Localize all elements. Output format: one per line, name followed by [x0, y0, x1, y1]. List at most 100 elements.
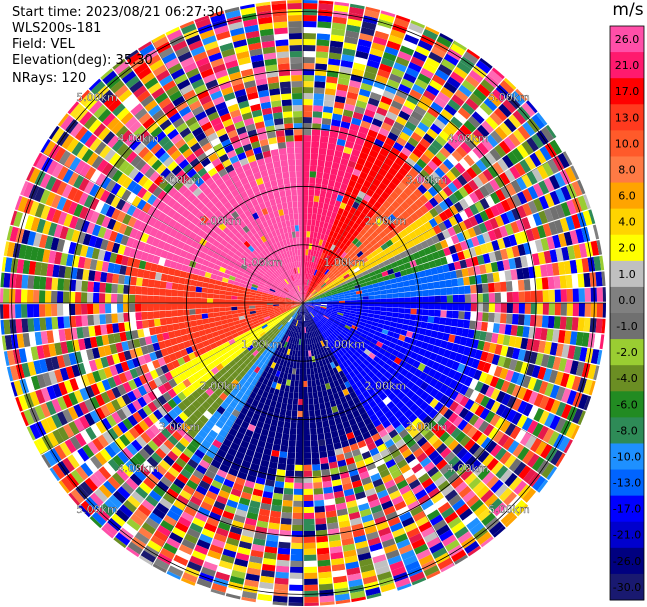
range-gate: [349, 310, 357, 315]
range-gate: [357, 94, 369, 104]
range-gate: [388, 383, 397, 392]
range-gate: [345, 343, 353, 350]
range-gate: [317, 264, 322, 271]
range-gate: [355, 233, 363, 241]
range-gate: [14, 195, 23, 211]
range-gate: [264, 317, 271, 323]
range-gate: [440, 447, 452, 459]
range-gate: [207, 464, 219, 475]
range-gate: [310, 249, 315, 257]
range-gate: [143, 353, 152, 364]
range-gate: [334, 254, 341, 261]
range-gate: [16, 333, 25, 349]
range-gate: [557, 153, 570, 169]
range-gate: [363, 326, 371, 333]
range-gate: [190, 320, 198, 327]
range-gate: [375, 226, 383, 235]
range-gate: [379, 213, 388, 223]
range-gate: [191, 273, 199, 281]
range-gate: [362, 431, 372, 440]
range-gate: [232, 564, 247, 573]
range-gate: [480, 79, 495, 93]
range-gate: [221, 323, 229, 329]
range-gate: [122, 418, 134, 430]
range-gate: [94, 451, 108, 466]
range-gate: [237, 445, 248, 455]
range-gate: [287, 446, 296, 453]
range-gate: [197, 275, 205, 282]
range-gate: [54, 369, 64, 383]
range-gate: [194, 544, 209, 556]
range-gate: [273, 486, 284, 494]
range-gate: [279, 305, 286, 308]
range-gate: [532, 475, 546, 491]
range-gate: [323, 166, 332, 174]
range-gate: [414, 378, 424, 388]
range-gate: [303, 159, 310, 166]
range-gate: [341, 152, 351, 161]
range-gate: [348, 242, 355, 250]
range-gate: [166, 570, 181, 580]
range-gate: [424, 375, 433, 385]
range-gate: [463, 183, 474, 195]
range-gate: [316, 165, 325, 173]
range-gate: [280, 326, 286, 333]
range-gate: [301, 314, 303, 321]
range-gate: [393, 240, 402, 249]
range-gate: [264, 442, 274, 450]
range-gate: [303, 243, 306, 250]
range-gate: [165, 296, 172, 303]
range-gate: [209, 415, 219, 425]
range-gate: [313, 493, 324, 501]
range-gate: [235, 273, 243, 280]
range-gate: [334, 1, 350, 7]
range-gate: [590, 303, 597, 318]
range-gate: [343, 262, 350, 269]
range-gate: [420, 499, 434, 511]
range-gate: [411, 417, 422, 428]
range-gate: [373, 314, 381, 319]
range-gate: [261, 563, 276, 572]
range-gate: [250, 313, 257, 317]
range-gate: [425, 237, 435, 247]
range-gate: [456, 232, 466, 243]
range-gate: [422, 365, 432, 375]
range-gate: [134, 249, 144, 260]
range-gate: [303, 392, 309, 399]
range-gate: [363, 273, 371, 280]
range-gate: [357, 38, 372, 48]
range-gate: [279, 299, 286, 302]
range-gate: [330, 354, 336, 362]
range-gate: [437, 249, 446, 258]
range-gate: [111, 242, 121, 254]
range-gate: [210, 588, 226, 596]
range-gate: [407, 343, 416, 352]
range-gate: [371, 432, 381, 442]
range-gate: [474, 213, 484, 225]
range-gate: [517, 243, 526, 256]
range-gate: [85, 426, 97, 441]
range-gate: [177, 290, 184, 297]
range-gate: [3, 351, 10, 366]
range-gate: [433, 41, 449, 53]
range-gate: [312, 318, 317, 324]
range-gate: [437, 113, 450, 126]
range-gate: [359, 33, 374, 42]
range-gate: [370, 359, 378, 367]
range-gate: [372, 554, 387, 564]
range-gate: [439, 394, 449, 405]
range-gate: [256, 290, 263, 295]
range-gate: [370, 261, 378, 268]
range-gate: [466, 517, 481, 531]
range-gate: [304, 320, 307, 327]
range-gate: [256, 345, 263, 353]
range-gate: [251, 543, 265, 552]
range-gate: [278, 345, 284, 353]
range-gate: [395, 276, 403, 283]
range-gate: [101, 215, 111, 228]
range-gate: [335, 233, 342, 241]
range-gate: [364, 108, 376, 118]
range-gate: [264, 327, 271, 334]
range-gate: [75, 280, 83, 292]
range-gate: [315, 270, 320, 277]
